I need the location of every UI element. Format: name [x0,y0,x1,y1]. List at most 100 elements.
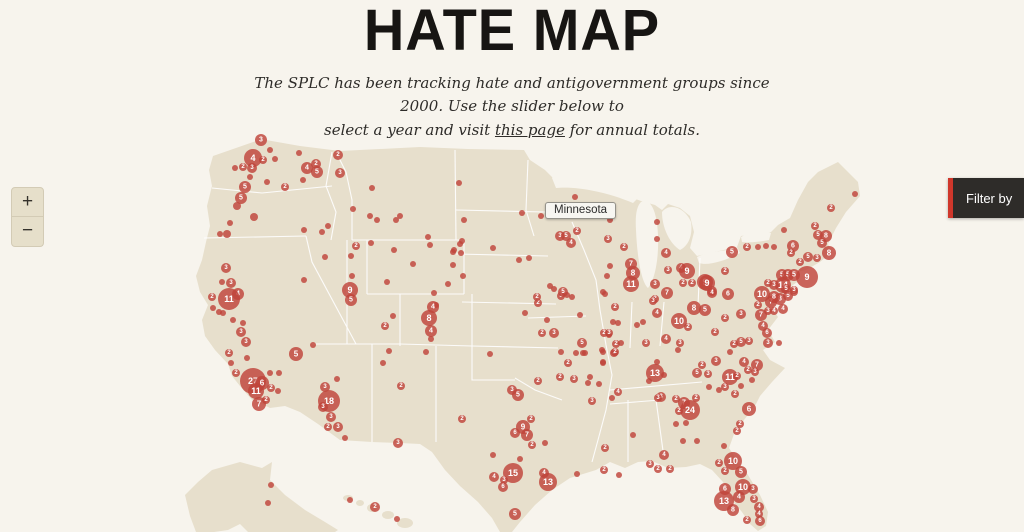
map-marker[interactable] [675,347,681,353]
map-marker[interactable] [247,163,257,173]
map-marker[interactable] [427,301,439,313]
map-marker[interactable] [822,246,836,260]
map-marker[interactable] [676,339,684,347]
map-marker[interactable] [716,387,722,393]
map-marker[interactable] [671,313,687,329]
map-marker[interactable] [736,420,744,428]
map-marker[interactable] [755,309,767,321]
map-marker[interactable] [582,350,588,356]
map-marker[interactable] [743,243,751,251]
map-marker[interactable] [265,500,271,506]
map-marker[interactable] [776,340,782,346]
map-marker[interactable] [235,192,247,204]
map-marker[interactable] [250,213,258,221]
map-marker[interactable] [391,247,397,253]
map-marker[interactable] [219,279,225,285]
map-marker[interactable] [512,389,524,401]
map-marker[interactable] [221,263,231,273]
map-marker[interactable] [827,204,835,212]
map-marker[interactable] [640,319,646,325]
map-marker[interactable] [208,293,216,301]
map-marker[interactable] [787,249,795,257]
map-marker[interactable] [564,292,570,298]
map-marker[interactable] [425,234,431,240]
map-marker[interactable] [393,438,403,448]
map-marker[interactable] [380,360,386,366]
map-marker[interactable] [556,373,564,381]
map-marker[interactable] [607,263,613,269]
map-marker[interactable] [721,443,727,449]
map-marker[interactable] [738,383,744,389]
map-marker[interactable] [721,383,729,391]
map-marker[interactable] [727,349,733,355]
map-marker[interactable] [244,149,262,167]
map-marker[interactable] [609,395,615,401]
map-marker[interactable] [542,440,548,446]
map-marker[interactable] [561,231,571,241]
map-marker[interactable] [604,235,612,243]
map-marker[interactable] [803,252,813,262]
map-marker[interactable] [748,484,758,494]
map-marker[interactable] [605,329,613,337]
map-marker[interactable] [570,375,578,383]
map-marker[interactable] [244,355,250,361]
map-marker[interactable] [247,174,253,180]
map-marker[interactable] [739,357,749,367]
map-marker[interactable] [730,340,738,348]
map-marker[interactable] [692,394,700,402]
map-marker[interactable] [230,317,236,323]
map-marker[interactable] [781,227,787,233]
map-marker[interactable] [510,428,520,438]
map-marker[interactable] [620,243,628,251]
map-marker[interactable] [534,377,542,385]
map-marker[interactable] [262,396,270,404]
map-marker[interactable] [754,502,764,512]
map-marker[interactable] [654,236,660,242]
map-marker[interactable] [319,229,325,235]
map-marker[interactable] [544,317,550,323]
zoom-out-button[interactable]: − [11,217,44,247]
map-marker[interactable] [526,255,532,261]
map-marker[interactable] [813,254,821,262]
map-marker[interactable] [386,348,392,354]
map-marker[interactable] [646,460,654,468]
zoom-in-button[interactable]: + [11,187,44,217]
map-marker[interactable] [500,476,508,484]
map-marker[interactable] [549,328,559,338]
map-marker[interactable] [350,206,356,212]
map-marker[interactable] [218,288,240,310]
map-marker[interactable] [751,359,763,371]
map-marker[interactable] [538,329,546,337]
map-marker[interactable] [706,384,712,390]
map-marker[interactable] [228,360,234,366]
map-marker[interactable] [342,282,358,298]
map-marker[interactable] [679,279,687,287]
map-marker[interactable] [727,504,739,516]
map-marker[interactable] [573,350,579,356]
map-marker[interactable] [604,273,610,279]
map-marker[interactable] [733,372,741,380]
map-marker[interactable] [684,323,692,331]
map-marker[interactable] [642,339,650,347]
map-marker[interactable] [661,248,671,258]
map-marker[interactable] [711,328,719,336]
map-marker[interactable] [771,244,777,250]
map-marker[interactable] [654,359,660,365]
map-marker[interactable] [394,516,400,522]
map-marker[interactable] [817,238,827,248]
map-marker[interactable] [704,370,712,378]
map-marker[interactable] [675,407,683,415]
map-marker[interactable] [522,310,528,316]
map-marker[interactable] [679,263,695,279]
map-marker[interactable] [311,166,323,178]
map-marker[interactable] [634,322,640,328]
map-marker[interactable] [349,273,355,279]
map-marker[interactable] [232,369,240,377]
map-marker[interactable] [614,388,622,396]
map-marker[interactable] [699,304,711,316]
map-marker[interactable] [736,337,746,347]
map-marker[interactable] [698,361,706,369]
map-marker[interactable] [770,307,778,315]
map-marker[interactable] [754,301,762,309]
map-marker[interactable] [227,220,233,226]
